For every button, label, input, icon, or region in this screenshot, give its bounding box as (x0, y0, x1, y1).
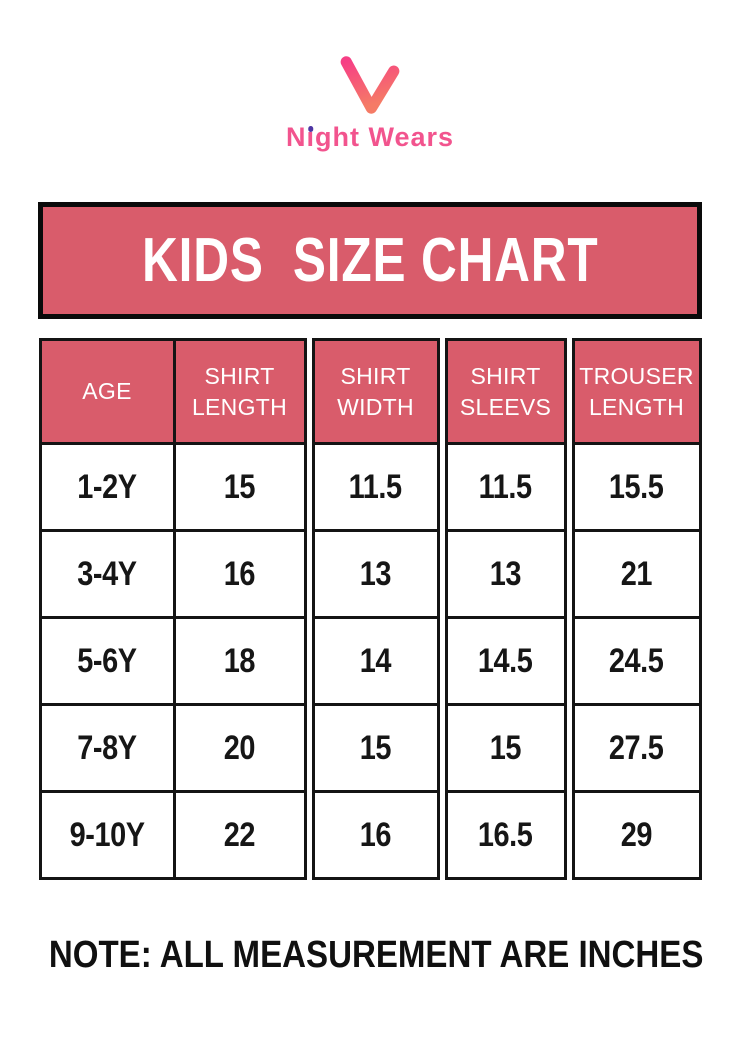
value-cell: 27.5 (574, 703, 699, 790)
column-header: TROUSER LENGTH (574, 341, 699, 443)
note-block: NOTE: ALL MEASUREMENT ARE INCHES (0, 934, 740, 977)
cell-text: 27.5 (609, 728, 664, 767)
table-column: SHIRT SLEEVS 11.5 13 14.5 15 16.5 (444, 338, 567, 881)
cell-text: 15 (223, 467, 256, 506)
cell-text: 13 (489, 554, 522, 593)
brand-logo-block: Nı ght Wears (0, 0, 740, 153)
value-cell: 21 (574, 529, 699, 616)
cell-text: 14.5 (478, 641, 533, 680)
wordmark-i: ı (306, 122, 315, 153)
column-header: SHIRT WIDTH (314, 341, 437, 443)
cell-text: 16 (223, 554, 256, 593)
age-cell: 9-10Y (41, 790, 173, 877)
wordmark-part: ı (306, 122, 315, 152)
value-cell: 15 (447, 703, 564, 790)
value-cell: 13 (314, 529, 437, 616)
cell-text: 18 (223, 641, 256, 680)
note-text: NOTE: ALL MEASUREMENT ARE INCHES (48, 934, 704, 977)
value-cell: 24.5 (574, 616, 699, 703)
cell-text: 1-2Y (77, 467, 137, 506)
value-cell: 14 (314, 616, 437, 703)
age-cell: 1-2Y (41, 442, 173, 529)
value-cell: 22 (175, 790, 304, 877)
cell-text: 9-10Y (69, 815, 145, 854)
size-chart-table: AGE 1-2Y 3-4Y 5-6Y 7-8Y 9-10Y SHIRT LENGTH 15 16… (38, 338, 702, 881)
cell-text: 20 (223, 728, 256, 767)
brand-wordmark: Nı ght Wears (0, 122, 740, 153)
cell-text: 15 (359, 728, 392, 767)
cell-text: 11.5 (479, 467, 532, 506)
age-cell: 5-6Y (41, 616, 173, 703)
table-column: AGE 1-2Y 3-4Y 5-6Y 7-8Y 9-10Y (38, 338, 176, 881)
value-cell: 20 (175, 703, 304, 790)
table-column: TROUSER LENGTH 15.5 21 24.5 27.5 29 (571, 338, 702, 881)
wordmark-part: ght Wears (314, 122, 455, 152)
value-cell: 16 (175, 529, 304, 616)
column-header: SHIRT SLEEVS (447, 341, 564, 443)
value-cell: 15.5 (574, 442, 699, 529)
cell-text: 11.5 (349, 467, 402, 506)
cell-text: 16 (359, 815, 392, 854)
value-cell: 14.5 (447, 616, 564, 703)
age-cell: 3-4Y (41, 529, 173, 616)
cell-text: 24.5 (609, 641, 664, 680)
cell-text: 21 (620, 554, 653, 593)
value-cell: 11.5 (447, 442, 564, 529)
column-header: SHIRT LENGTH (175, 341, 304, 443)
cell-text: 14 (359, 641, 392, 680)
cell-text: 3-4Y (77, 554, 137, 593)
table-column: SHIRT LENGTH 15 16 18 20 22 (175, 338, 307, 881)
cell-text: 7-8Y (77, 728, 137, 767)
wordmark-part: N (285, 122, 307, 152)
table-column: SHIRT WIDTH 11.5 13 14 15 16 (311, 338, 440, 881)
column-header: AGE (41, 341, 173, 443)
value-cell: 29 (574, 790, 699, 877)
value-cell: 15 (314, 703, 437, 790)
cell-text: 16.5 (478, 815, 533, 854)
cell-text: 5-6Y (77, 641, 137, 680)
cell-text: 15 (489, 728, 522, 767)
value-cell: 15 (175, 442, 304, 529)
value-cell: 16.5 (447, 790, 564, 877)
purple-i-dot-icon (307, 126, 314, 132)
value-cell: 16 (314, 790, 437, 877)
value-cell: 11.5 (314, 442, 437, 529)
age-cell: 7-8Y (41, 703, 173, 790)
nw-monogram-icon (0, 54, 740, 120)
cell-text: 29 (620, 815, 653, 854)
cell-text: 22 (223, 815, 256, 854)
kids-size-chart-banner: KIDS SIZE CHART (38, 202, 702, 320)
value-cell: 18 (175, 616, 304, 703)
cell-text: 15.5 (609, 467, 664, 506)
banner-title: KIDS SIZE CHART (141, 226, 599, 296)
cell-text: 13 (359, 554, 392, 593)
value-cell: 13 (447, 529, 564, 616)
